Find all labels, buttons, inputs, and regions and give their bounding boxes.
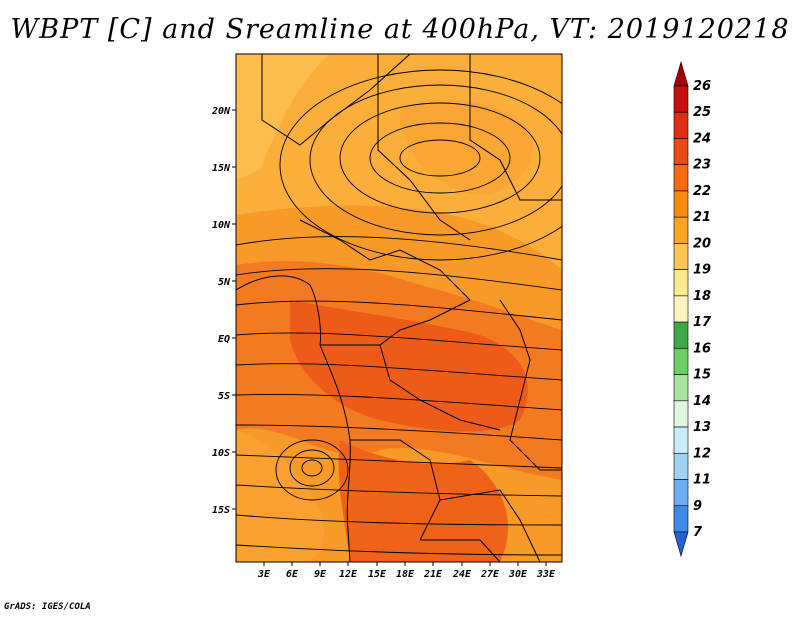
colorbar: 26 25 24 23 22 21 20 19 18 17 16 15 14 13 12 11 9 7	[673, 60, 712, 558]
lon-label: 27E	[480, 569, 500, 580]
lat-label: 10N	[212, 220, 231, 231]
lon-label: 6E	[286, 569, 299, 580]
lat-label: 15N	[212, 163, 231, 174]
lon-label: 9E	[314, 569, 327, 580]
colorbar-label: 21	[693, 210, 711, 225]
colorbar-segment	[673, 85, 689, 113]
lat-label: 15S	[212, 505, 230, 516]
lat-label: 20N	[211, 106, 231, 117]
colorbar-segment	[673, 60, 689, 87]
colorbar-label: 16	[693, 341, 711, 356]
colorbar-segment	[673, 269, 689, 297]
colorbar-segment	[673, 452, 689, 480]
colorbar-segment	[673, 426, 689, 454]
lon-label: 24E	[452, 569, 472, 580]
colorbar-label: 26	[693, 79, 711, 94]
wbpt-field	[236, 54, 562, 562]
colorbar-label: 24	[693, 131, 711, 146]
colorbar-label: 9	[693, 499, 702, 514]
colorbar-label: 17	[693, 315, 712, 330]
lon-label: 30E	[508, 569, 528, 580]
lon-label: 12E	[339, 569, 358, 580]
colorbar-segment	[673, 348, 689, 375]
lat-label: 10S	[212, 448, 230, 459]
streamlines	[236, 69, 562, 556]
colorbar-label: 15	[693, 368, 711, 383]
colorbar-segment	[673, 190, 689, 218]
colorbar-label: 11	[693, 473, 711, 488]
colorbar-label: 20	[693, 236, 711, 251]
colorbar-segment	[673, 138, 689, 166]
colorbar-segment	[673, 479, 689, 507]
map-frame	[235, 53, 563, 563]
colorbar-segment	[673, 243, 689, 270]
lat-label: 5N	[218, 277, 231, 288]
latitude-axis: 20N 15N 10N 5N EQ 5S 10S 15S	[211, 106, 236, 516]
colorbar-label: 12	[693, 446, 711, 461]
colorbar-segment	[673, 374, 689, 402]
chart-title: WBPT [C] and Sreamline at 400hPa, VT: 20…	[10, 14, 790, 45]
colorbar-label: 22	[693, 184, 711, 199]
colorbar-label: 23	[693, 158, 711, 173]
colorbar-label: 7	[693, 525, 703, 540]
colorbar-segment	[673, 531, 689, 558]
lat-label: 5S	[218, 391, 230, 402]
lon-label: 15E	[368, 569, 387, 580]
colorbar-label: 25	[693, 105, 711, 120]
colorbar-label: 19	[693, 263, 711, 278]
lon-label: 21E	[423, 569, 443, 580]
footer-credit: GrADS: IGES/COLA	[4, 602, 91, 612]
colorbar-segment	[673, 216, 689, 244]
lon-label: 18E	[396, 569, 415, 580]
lat-label: EQ	[218, 334, 230, 345]
colorbar-segment	[673, 295, 689, 323]
country-borders	[236, 54, 562, 562]
colorbar-label: 14	[693, 394, 711, 409]
colorbar-segment	[673, 505, 689, 533]
colorbar-label: 13	[693, 420, 711, 435]
colorbar-segment	[673, 400, 689, 428]
longitude-axis: 3E 6E 9E 12E 15E 18E 21E 24E 27E 30E 33E	[257, 562, 556, 580]
colorbar-label: 18	[693, 289, 711, 304]
colorbar-segment	[673, 111, 689, 139]
lon-label: 3E	[257, 569, 271, 580]
lon-label: 33E	[536, 569, 556, 580]
colorbar-segment	[673, 321, 689, 349]
colorbar-segment	[673, 164, 689, 192]
